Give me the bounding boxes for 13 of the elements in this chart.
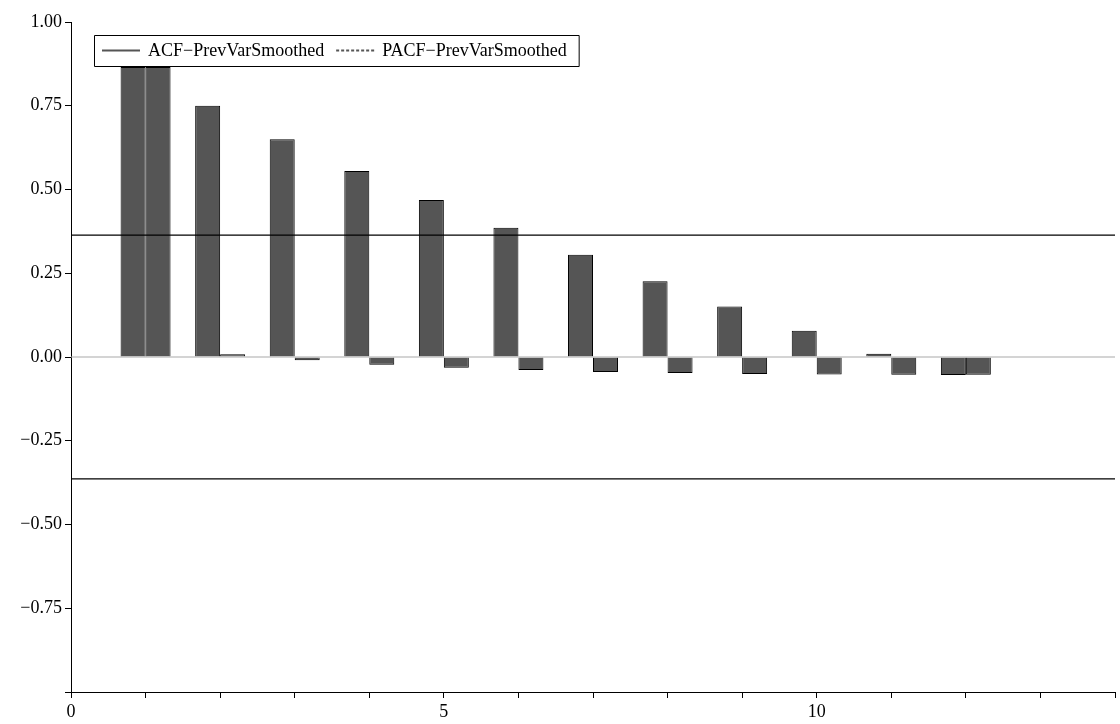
legend-label: ACF−PrevVarSmoothed: [148, 40, 325, 61]
y-tick-label: 1.00: [30, 10, 62, 31]
legend-label: PACF−PrevVarSmoothed: [382, 40, 567, 61]
y-tick-label: −0.25: [20, 429, 62, 450]
y-tick-label: 0.50: [30, 178, 62, 199]
x-tick-label: 5: [439, 700, 449, 721]
y-tick-label: −0.75: [20, 596, 62, 617]
y-tick-label: −0.50: [20, 513, 62, 534]
y-tick-label: 0.25: [30, 261, 62, 282]
y-tick-label: 0.75: [30, 94, 62, 115]
x-tick-label: 0: [66, 700, 76, 721]
x-tick-label: 10: [807, 700, 826, 721]
y-tick-label: 0.00: [30, 345, 62, 366]
